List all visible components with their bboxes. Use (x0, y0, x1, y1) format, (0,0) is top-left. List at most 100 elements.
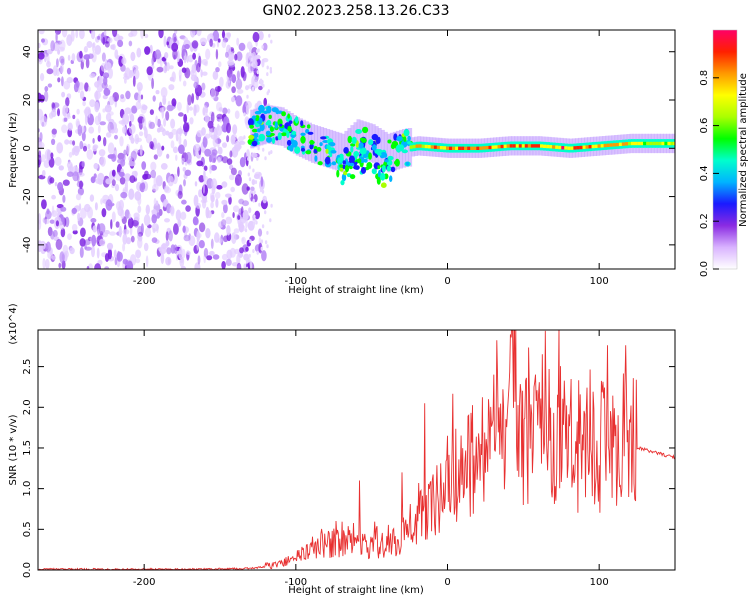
noise-blob (266, 230, 269, 235)
noise-blob (78, 203, 82, 211)
noise-blob (112, 30, 118, 38)
signal-blob (368, 152, 372, 160)
noise-blob (170, 140, 175, 149)
noise-blob (137, 225, 143, 237)
noise-blob (68, 140, 74, 145)
noise-blob (124, 107, 132, 114)
noise-blob (144, 33, 149, 39)
signal-blob (266, 119, 272, 126)
noise-blob (165, 256, 172, 266)
noise-blob (136, 47, 142, 58)
noise-blob (186, 102, 190, 114)
noise-blob (226, 135, 230, 143)
signal-blob (266, 136, 273, 143)
noise-blob (71, 147, 75, 156)
noise-blob (144, 170, 149, 177)
noise-blob (138, 131, 144, 137)
signal-halo (356, 119, 361, 158)
noise-blob (264, 240, 268, 245)
noise-blob (51, 128, 57, 135)
noise-blob (169, 206, 175, 215)
noise-blob (119, 136, 124, 147)
signal-blob (306, 124, 311, 129)
noise-blob (72, 140, 76, 146)
noise-blob (140, 30, 145, 39)
noise-blob (153, 197, 157, 207)
signal-peak (637, 141, 641, 146)
noise-blob (210, 201, 214, 209)
signal-blob (343, 147, 349, 154)
signal-blob (336, 169, 340, 178)
noise-blob (160, 87, 168, 98)
noise-blob (244, 228, 248, 233)
noise-blob (248, 207, 252, 214)
y-tick-label: 2.5 (22, 359, 33, 375)
signal-blob (301, 147, 305, 152)
noise-blob (178, 144, 185, 154)
noise-blob (268, 151, 271, 156)
noise-blob (221, 181, 228, 188)
noise-blob (92, 42, 96, 49)
noise-blob (43, 90, 49, 102)
noise-blob (77, 187, 84, 196)
noise-blob (225, 80, 231, 89)
noise-blob (40, 73, 45, 82)
signal-blob (295, 116, 299, 124)
noise-blob (200, 69, 203, 78)
noise-blob (202, 71, 208, 76)
signal-blob (343, 170, 348, 176)
noise-blob (56, 142, 64, 154)
signal-peak (603, 143, 608, 148)
noise-blob (38, 30, 45, 35)
signal-blob (403, 136, 407, 142)
noise-blob (77, 212, 81, 222)
signal-halo (250, 109, 255, 149)
noise-blob (99, 238, 106, 247)
noise-blob (95, 90, 99, 102)
noise-blob (251, 152, 258, 158)
noise-blob (50, 152, 54, 159)
y-tick-label: 0.0 (22, 562, 33, 578)
noise-blob (137, 205, 142, 214)
noise-blob (225, 51, 229, 58)
noise-blob (130, 51, 136, 62)
signal-peak (521, 144, 526, 148)
noise-blob (242, 209, 249, 221)
noise-blob (236, 51, 243, 62)
noise-blob (204, 114, 210, 124)
noise-blob (260, 176, 264, 187)
noise-blob (183, 122, 190, 133)
colorbar-tick-label: 0.2 (699, 213, 710, 229)
noise-blob (227, 59, 235, 66)
noise-blob (178, 247, 183, 260)
noise-blob (173, 223, 179, 235)
noise-blob (158, 127, 165, 133)
signal-blob (266, 105, 272, 114)
noise-blob (202, 182, 206, 194)
noise-blob (236, 253, 241, 265)
signal-peak (506, 144, 511, 148)
snr-background (38, 330, 675, 570)
noise-blob (72, 171, 79, 182)
noise-blob (111, 179, 116, 187)
signal-blob (366, 162, 373, 169)
signal-peak (609, 143, 614, 147)
x-tick-label: -100 (284, 276, 307, 287)
noise-blob (82, 100, 86, 107)
noise-blob (235, 95, 243, 107)
noise-blob (225, 258, 232, 266)
signal-blob (342, 160, 346, 165)
signal-blob (277, 132, 282, 141)
signal-blob (300, 132, 306, 136)
noise-blob (242, 71, 247, 82)
signal-blob (281, 111, 286, 117)
noise-blob (46, 68, 54, 75)
noise-blob (131, 220, 139, 227)
noise-blob (38, 42, 41, 49)
signal-blob (300, 135, 306, 144)
noise-blob (118, 225, 122, 238)
noise-blob (51, 109, 57, 118)
noise-blob (42, 170, 46, 177)
noise-blob (50, 40, 56, 52)
